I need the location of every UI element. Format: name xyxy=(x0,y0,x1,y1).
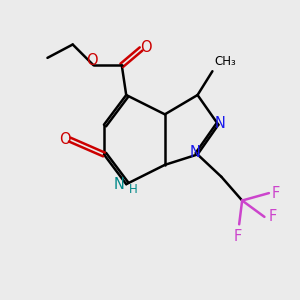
Text: F: F xyxy=(234,229,242,244)
Text: H: H xyxy=(128,183,137,196)
Text: O: O xyxy=(86,53,98,68)
Text: F: F xyxy=(272,186,280,201)
Text: N: N xyxy=(214,116,225,131)
Text: O: O xyxy=(140,40,152,55)
Text: N: N xyxy=(113,177,124,192)
Text: CH₃: CH₃ xyxy=(214,55,236,68)
Text: N: N xyxy=(189,146,200,160)
Text: O: O xyxy=(59,132,71,147)
Text: F: F xyxy=(269,209,277,224)
